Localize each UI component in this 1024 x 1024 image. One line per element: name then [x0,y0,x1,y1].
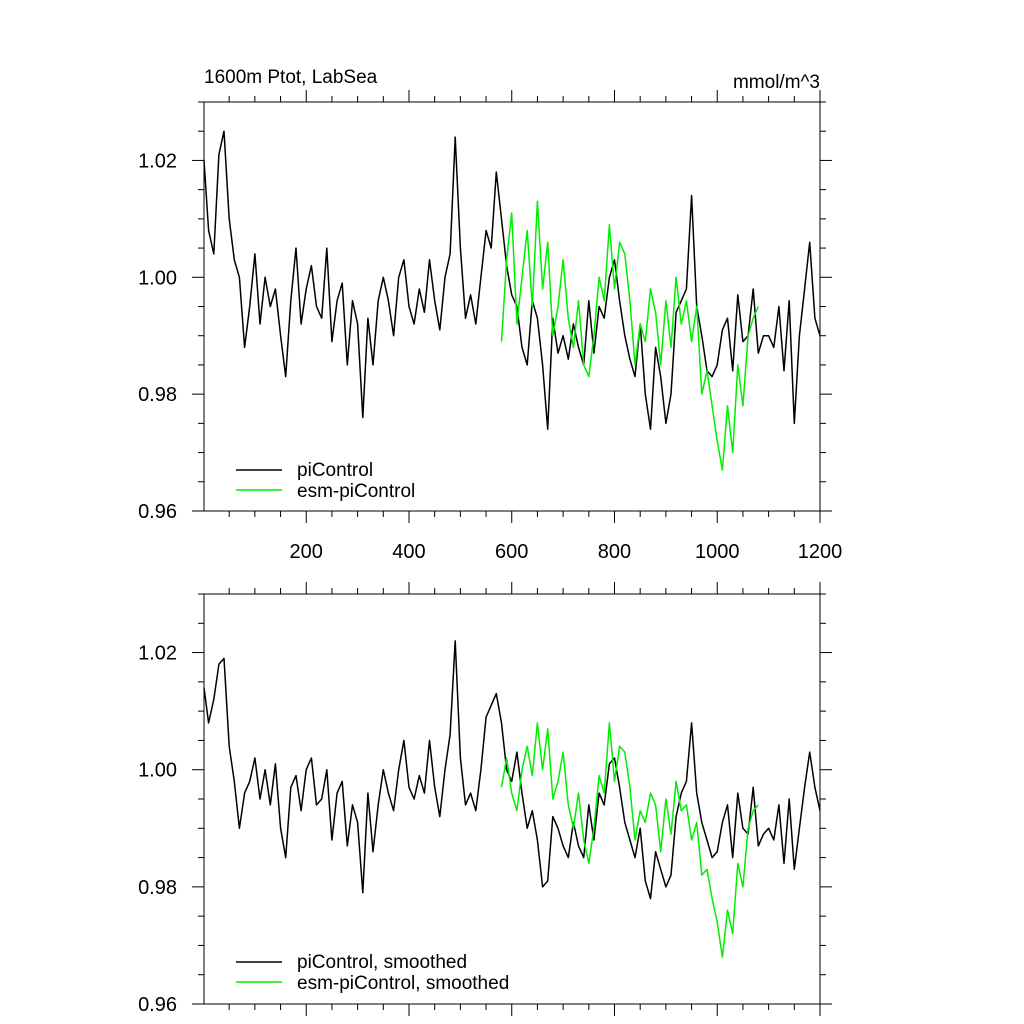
tick-labels-layer: 0.96 0.98 1.00 1.02 200 400 600 800 1000 1200 [138,150,842,563]
y-tick-label: 1.00 [138,267,177,289]
plot-frame [203,593,821,1005]
legend-label-picontrol-smoothed: piControl, smoothed [297,952,467,973]
units-label: mmol/m^3 [733,72,820,93]
tick-labels-layer: 0.96 0.98 1.00 1.02 [138,643,177,1016]
x-tick-label: 1000 [695,541,740,563]
series-layer [203,640,821,958]
legend-label-esm-picontrol-smoothed: esm-piControl, smoothed [297,973,509,994]
ticks-layer [192,90,832,523]
y-tick-label: 0.96 [138,994,177,1016]
legend-label-esm-picontrol: esm-piControl [297,481,415,502]
y-tick-label: 1.02 [138,150,177,172]
x-tick-label: 200 [290,541,323,563]
y-tick-label: 1.02 [138,643,177,665]
y-tick-label: 0.96 [138,501,177,523]
series-line-picontrol [203,130,821,430]
series-line-picontrol-smoothed [203,640,821,900]
y-tick-label: 0.98 [138,877,177,899]
legend: piControl esm-piControl [236,460,415,502]
plot-frame [203,101,821,512]
series-layer [203,130,821,471]
bottom-panel: 0.96 0.98 1.00 1.02 piControl, smoothed esm… [138,582,832,1016]
ticks-layer [192,582,832,1016]
x-tick-label: 400 [392,541,425,563]
y-tick-label: 1.00 [138,760,177,782]
x-tick-label: 600 [495,541,528,563]
top-panel: 1600m Ptot, LabSea mmol/m^3 0.96 0.98 1.00… [138,67,842,563]
series-line-esm-picontrol [500,200,759,471]
legend: piControl, smoothed esm-piControl, smoot… [236,952,509,994]
x-tick-label: 1200 [798,541,843,563]
x-tick-label: 800 [598,541,631,563]
chart-title: 1600m Ptot, LabSea [204,67,378,88]
legend-label-picontrol: piControl [297,460,373,481]
series-line-esm-picontrol-smoothed [500,722,759,958]
y-tick-label: 0.98 [138,384,177,406]
